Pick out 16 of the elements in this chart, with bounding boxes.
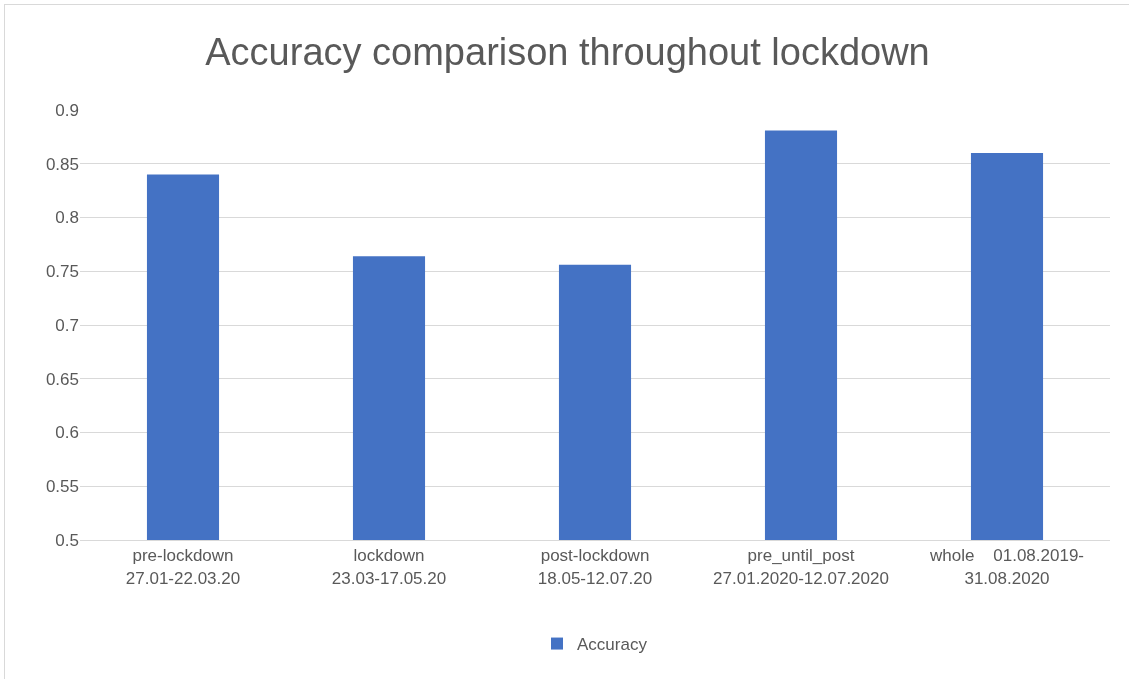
x-tick-label: pre_until_post 27.01.2020-12.07.2020 — [713, 546, 889, 588]
y-tick-label: 0.6 — [55, 423, 79, 443]
x-tick-label: lockdown 23.03-17.05.20 — [331, 546, 447, 588]
x-tick-label: pre-lockdown 27.01-22.03.20 — [125, 546, 241, 588]
chart-title: Accuracy comparison throughout lockdown — [205, 31, 930, 74]
y-tick-label: 0.55 — [45, 477, 79, 497]
y-tick-label: 0.75 — [45, 262, 79, 282]
legend-label: Accuracy — [577, 635, 648, 655]
y-tick-label: 0.85 — [45, 154, 79, 174]
x-tick-label: post-lockdown 18.05-12.07.20 — [537, 546, 653, 588]
y-tick-label: 0.5 — [55, 530, 79, 550]
y-tick-label: 0.8 — [55, 208, 79, 228]
y-tick-label: 0.9 — [55, 100, 79, 120]
x-tick-label: whole 01.08.2019- 31.08.2020 — [928, 546, 1085, 588]
y-tick-label: 0.65 — [45, 369, 79, 389]
y-tick-label: 0.7 — [55, 315, 79, 335]
